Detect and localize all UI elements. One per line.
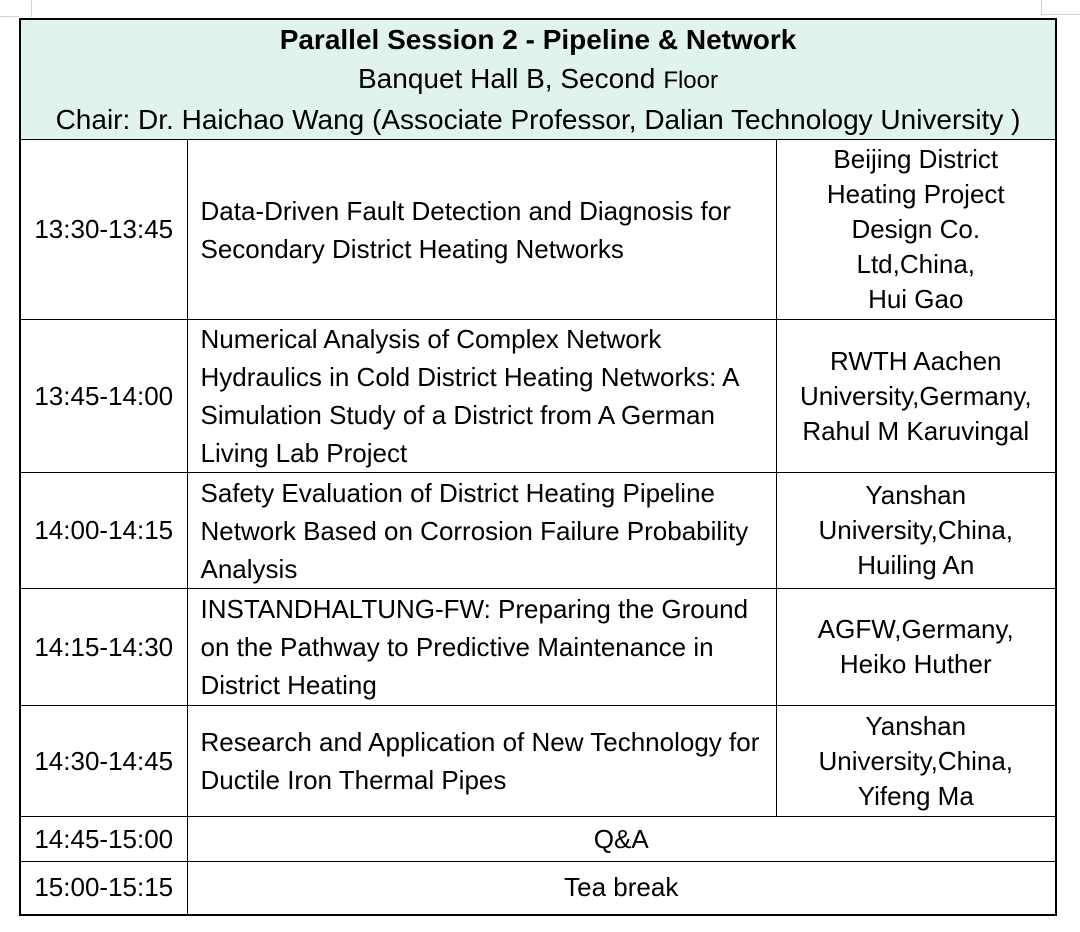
talk-title-cell: Numerical Analysis of Complex Network Hy… <box>186 319 777 473</box>
table-row: 14:30-14:45 Research and Application of … <box>19 705 1057 817</box>
time-cell: 14:30-14:45 <box>19 705 188 817</box>
time-cell: 13:45-14:00 <box>19 319 188 473</box>
tea-break-cell: Tea break <box>186 861 1057 915</box>
speaker-cell: Yanshan University,China, Yifeng Ma <box>775 705 1057 817</box>
speaker-cell: Beijing District Heating Project Design … <box>775 139 1057 320</box>
talk-title-cell: Research and Application of New Technolo… <box>186 705 777 817</box>
qa-cell: Q&A <box>186 816 1057 862</box>
session-header-cell: Parallel Session 2 - Pipeline & Network … <box>19 18 1057 140</box>
talk-title-cell: Data-Driven Fault Detection and Diagnosi… <box>186 139 777 320</box>
time-cell: 14:00-14:15 <box>19 472 188 589</box>
venue-text: Banquet Hall B, Second <box>358 63 656 94</box>
table-row-qa: 14:45-15:00 Q&A <box>19 816 1057 862</box>
speaker-cell: Yanshan University,China, Huiling An <box>775 472 1057 589</box>
talk-title-cell: Safety Evaluation of District Heating Pi… <box>186 472 777 589</box>
table-row: 14:15-14:30 INSTANDHALTUNG-FW: Preparing… <box>19 588 1057 706</box>
speaker-cell: RWTH Aachen University,Germany, Rahul M … <box>775 319 1057 473</box>
table-row: 13:30-13:45 Data-Driven Fault Detection … <box>19 139 1057 320</box>
time-cell: 15:00-15:15 <box>19 861 188 915</box>
spreadsheet-gridline-vertical-left <box>31 0 32 17</box>
time-cell: 14:15-14:30 <box>19 588 188 706</box>
table-row-tea-break: 15:00-15:15 Tea break <box>19 861 1057 915</box>
session-schedule-table: Parallel Session 2 - Pipeline & Network … <box>19 18 1058 916</box>
session-chair: Chair: Dr. Haichao Wang (Associate Profe… <box>55 104 1021 135</box>
table-row: 14:00-14:15 Safety Evaluation of Distric… <box>19 472 1057 589</box>
time-cell: 14:45-15:00 <box>19 816 188 862</box>
speaker-cell: AGFW,Germany, Heiko Huther <box>775 588 1057 706</box>
table-header-row: Parallel Session 2 - Pipeline & Network … <box>19 18 1057 140</box>
talk-title-cell: INSTANDHALTUNG-FW: Preparing the Ground … <box>186 588 777 706</box>
table-row: 13:45-14:00 Numerical Analysis of Comple… <box>19 319 1057 473</box>
spreadsheet-gridline-horizontal-right <box>1041 14 1080 15</box>
time-cell: 13:30-13:45 <box>19 139 188 320</box>
session-title: Parallel Session 2 - Pipeline & Network <box>279 24 797 55</box>
spreadsheet-gridline-vertical-right <box>1041 0 1042 15</box>
spreadsheet-gridline-horizontal-left <box>0 16 19 17</box>
session-venue: Banquet Hall B, Second Floor <box>21 59 1055 100</box>
venue-floor-text: Floor <box>663 67 718 94</box>
